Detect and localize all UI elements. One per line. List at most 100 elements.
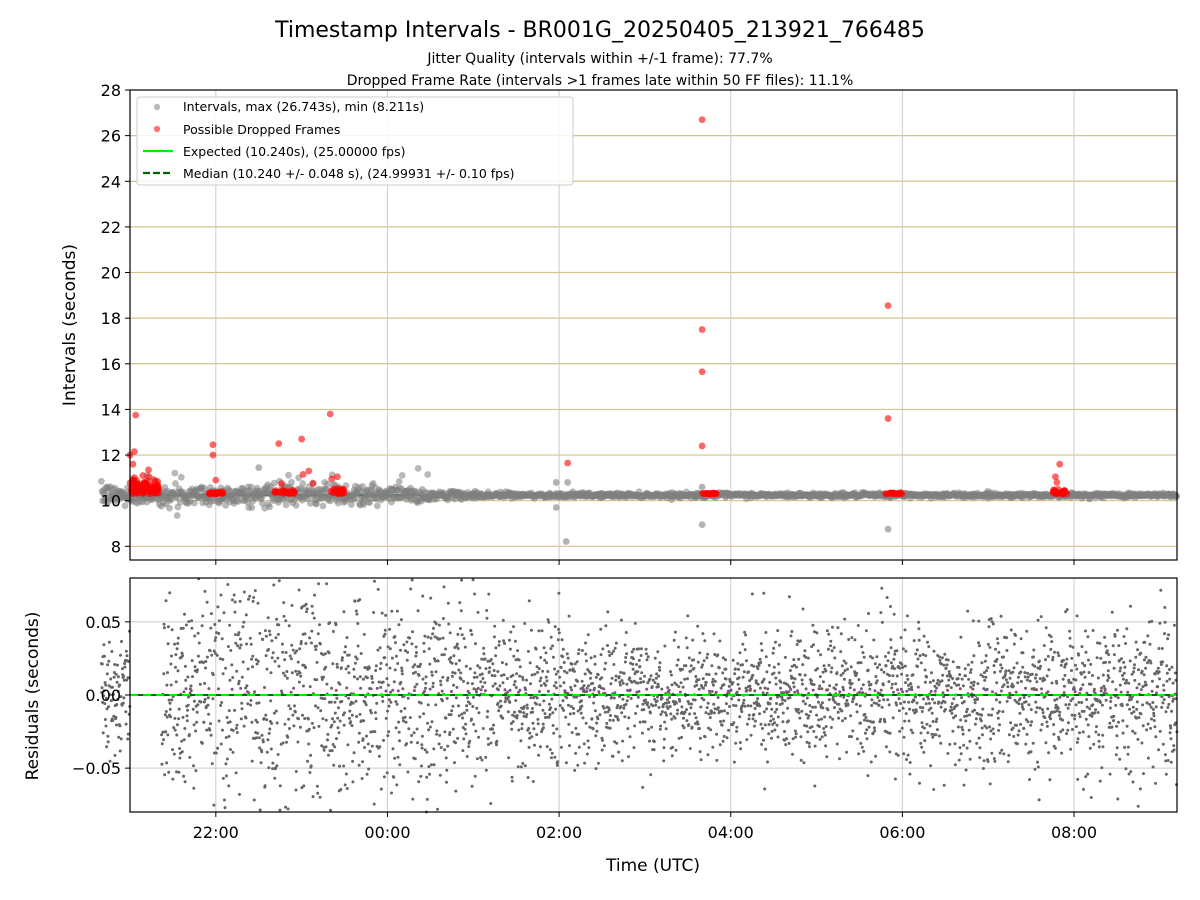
residual-point — [769, 697, 773, 700]
residual-point — [888, 731, 892, 735]
residual-point — [496, 688, 500, 692]
residual-point — [1002, 655, 1005, 659]
residual-point — [608, 718, 612, 722]
residual-point — [541, 669, 545, 673]
residual-point — [580, 704, 584, 708]
residual-point — [119, 653, 122, 657]
residual-point — [603, 667, 607, 671]
residual-point — [912, 639, 916, 643]
intervals-ytick-26: 26 — [101, 127, 121, 146]
residual-point — [314, 648, 318, 652]
residual-point — [1020, 702, 1024, 706]
residual-point — [415, 651, 418, 655]
residual-point — [333, 745, 337, 749]
dropped-frame-23 — [884, 302, 892, 310]
residual-point — [771, 651, 775, 655]
residual-point — [535, 733, 539, 737]
residual-point — [1011, 670, 1015, 674]
residual-point — [111, 719, 115, 722]
residual-point — [377, 754, 381, 758]
residual-point — [692, 658, 696, 662]
residual-point — [959, 635, 963, 639]
residual-point — [295, 649, 299, 653]
residual-point — [521, 761, 525, 765]
residual-point — [210, 762, 214, 766]
residual-point — [362, 632, 366, 636]
residual-point — [201, 614, 205, 618]
residual-point — [617, 675, 621, 679]
residual-point — [238, 792, 241, 796]
residual-point — [538, 703, 542, 707]
residual-point — [231, 676, 235, 679]
residual-point — [330, 686, 334, 690]
residual-point — [902, 700, 906, 704]
residual-point — [722, 683, 726, 687]
residual-point — [867, 680, 871, 684]
residual-point — [741, 675, 745, 679]
residual-point — [635, 704, 639, 708]
residual-point — [307, 727, 311, 731]
residual-point — [435, 732, 439, 736]
interval-point — [414, 465, 422, 472]
residual-point — [766, 687, 770, 691]
residual-point — [276, 753, 280, 756]
residual-point — [916, 685, 920, 689]
residual-point — [787, 690, 791, 694]
residual-point — [339, 788, 343, 791]
residual-point — [124, 710, 128, 714]
residual-point — [568, 744, 571, 748]
residual-point — [461, 749, 465, 753]
residual-point — [642, 680, 646, 684]
residual-point — [459, 677, 463, 681]
residual-point — [343, 650, 347, 654]
residual-point — [762, 677, 766, 681]
residual-point — [166, 625, 170, 629]
residual-point — [589, 671, 593, 675]
residual-point — [472, 675, 476, 679]
residual-point — [281, 741, 285, 745]
residual-point — [584, 641, 587, 645]
residual-point — [531, 710, 535, 714]
residual-point — [165, 761, 169, 765]
residual-point — [715, 758, 719, 762]
residual-point — [610, 676, 614, 680]
residual-point — [387, 698, 391, 702]
residual-point — [1005, 636, 1009, 640]
residual-point — [717, 666, 721, 670]
residual-point — [476, 686, 480, 690]
residual-point — [960, 677, 964, 681]
residual-point — [949, 674, 953, 678]
residual-point — [770, 736, 773, 740]
residual-point — [923, 680, 927, 684]
residual-point — [306, 717, 310, 721]
residual-point — [347, 671, 351, 675]
residual-point — [391, 688, 395, 692]
residual-point — [442, 653, 446, 657]
residual-point — [173, 642, 177, 646]
residual-point — [427, 765, 431, 769]
residual-point — [830, 666, 834, 670]
residual-point — [379, 661, 383, 665]
residual-point — [209, 733, 213, 737]
residual-point — [939, 705, 943, 709]
residual-point — [200, 741, 204, 745]
residual-point — [310, 629, 314, 633]
residual-point — [315, 784, 319, 788]
residual-point — [240, 675, 244, 679]
residual-point — [555, 727, 559, 731]
residual-point — [987, 713, 991, 717]
residual-point — [1016, 733, 1020, 737]
residual-point — [301, 713, 304, 717]
residual-point — [506, 710, 510, 714]
residual-point — [596, 717, 600, 721]
residual-point — [367, 666, 371, 670]
residual-point — [780, 695, 784, 699]
residual-point — [603, 710, 607, 714]
residual-point — [238, 599, 242, 603]
residual-point — [237, 631, 241, 635]
residual-point — [701, 677, 705, 681]
residual-point — [336, 706, 340, 710]
residual-point — [109, 677, 113, 681]
residual-point — [687, 656, 691, 660]
dropped-frame-17 — [333, 473, 341, 481]
